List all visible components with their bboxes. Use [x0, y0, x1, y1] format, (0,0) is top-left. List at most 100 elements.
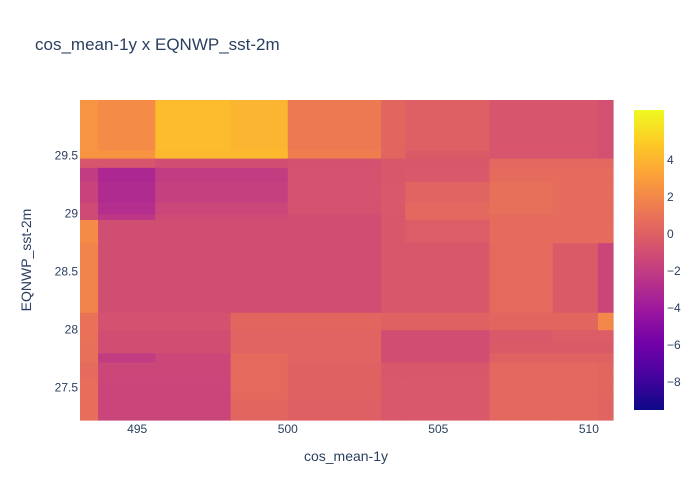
heatmap-cell — [552, 149, 599, 159]
heatmap-cell — [489, 213, 554, 221]
heatmap-cell — [98, 341, 156, 354]
heatmap-cell — [597, 378, 614, 400]
heatmap-cell — [287, 100, 382, 151]
heatmap-cell — [552, 312, 599, 331]
heatmap-cell — [98, 219, 156, 244]
heatmap-cell — [489, 242, 554, 313]
x-tick-label: 505 — [428, 422, 448, 436]
heatmap-cell — [80, 167, 99, 182]
y-axis-title: EQNWP_sst-2m — [18, 209, 34, 312]
heatmap-cell — [552, 213, 599, 221]
heatmap-cell — [489, 341, 554, 354]
heatmap-cell — [287, 167, 382, 182]
y-tick-label: 28.5 — [55, 265, 79, 279]
colorbar-tick-label: −6 — [667, 338, 681, 352]
heatmap-cell — [552, 157, 599, 168]
heatmap-cell — [405, 100, 491, 151]
heatmap-cell — [489, 312, 554, 331]
heatmap-cell — [230, 399, 289, 421]
heatmap-cell — [230, 329, 289, 342]
heatmap-cell — [155, 157, 232, 168]
heatmap-cell — [597, 213, 614, 221]
heatmap-cell — [98, 157, 156, 168]
heatmap-cell — [552, 100, 599, 151]
heatmap-cell — [597, 157, 614, 168]
heatmap-cell — [381, 352, 406, 363]
heatmap-cell — [80, 213, 99, 221]
x-tick-label: 510 — [579, 422, 599, 436]
heatmap-cell — [597, 202, 614, 215]
heatmap-cell — [287, 202, 382, 215]
colorbar-tick-label: −8 — [667, 375, 681, 389]
heatmap-cell — [80, 352, 99, 363]
heatmap-cell — [405, 219, 491, 244]
y-tick-label: 27.5 — [55, 381, 79, 395]
heatmap-cell — [552, 167, 599, 182]
heatmap-cell — [381, 149, 406, 159]
heatmap-cell — [155, 329, 232, 342]
heatmap-cell — [98, 329, 156, 342]
heatmap-cell — [230, 181, 289, 203]
heatmap-cell — [405, 378, 491, 400]
heatmap-cell — [155, 202, 232, 215]
heatmap-cell — [381, 213, 406, 221]
x-tick-label: 495 — [127, 422, 147, 436]
heatmap-cell — [230, 341, 289, 354]
heatmap-cell — [489, 378, 554, 400]
heatmap-cell — [98, 362, 156, 379]
heatmap-cell — [230, 378, 289, 400]
heatmap-cell — [489, 157, 554, 168]
heatmap-cell — [155, 219, 232, 244]
heatmap-cell — [381, 219, 406, 244]
heatmap-cell — [230, 149, 289, 159]
heatmap-cell — [597, 329, 614, 342]
heatmap-cell — [98, 202, 156, 215]
heatmap-cell — [381, 312, 406, 331]
heatmap-cell — [98, 312, 156, 331]
heatmap-cell — [597, 167, 614, 182]
heatmap-cell — [597, 312, 614, 331]
heatmap-cell — [80, 100, 99, 151]
heatmap-cell — [287, 149, 382, 159]
heatmap-cell — [597, 341, 614, 354]
heatmap-cell — [98, 181, 156, 203]
heatmap-cell — [405, 329, 491, 342]
heatmap-cell — [597, 242, 614, 313]
heatmap-cell — [287, 352, 382, 363]
heatmap-cell — [287, 219, 382, 244]
heatmap-cell — [230, 352, 289, 363]
heatmap-cell — [155, 378, 232, 400]
heatmap-cell — [405, 202, 491, 215]
heatmap-cell — [80, 341, 99, 354]
heatmap-cell — [155, 341, 232, 354]
heatmap-cell — [405, 213, 491, 221]
heatmap-cell — [155, 213, 232, 221]
heatmap-cell — [489, 149, 554, 159]
heatmap-cell — [98, 213, 156, 221]
heatmap-cell — [552, 341, 599, 354]
heatmap-cell — [405, 352, 491, 363]
heatmap-cell — [405, 242, 491, 313]
heatmap-cell — [80, 219, 99, 244]
heatmap-cell — [489, 352, 554, 363]
heatmap-cell — [552, 202, 599, 215]
heatmap-cell — [155, 181, 232, 203]
heatmap-cell — [287, 341, 382, 354]
colorbar-tick-label: 0 — [667, 227, 674, 241]
heatmap-cell — [230, 242, 289, 313]
plot-area — [80, 100, 614, 421]
heatmap-cell — [597, 352, 614, 363]
x-axis-title: cos_mean-1y — [304, 448, 388, 464]
heatmap-cell — [287, 329, 382, 342]
heatmap-cell — [80, 202, 99, 215]
heatmap-cell — [98, 352, 156, 363]
heatmap-cell — [405, 362, 491, 379]
heatmap-cell — [230, 167, 289, 182]
heatmap-cell — [381, 242, 406, 313]
heatmap-cell — [287, 157, 382, 168]
heatmap-cell — [98, 378, 156, 400]
heatmap-cell — [597, 362, 614, 379]
heatmap-cell — [597, 100, 614, 151]
heatmap-cell — [98, 167, 156, 182]
heatmap-cell — [155, 352, 232, 363]
